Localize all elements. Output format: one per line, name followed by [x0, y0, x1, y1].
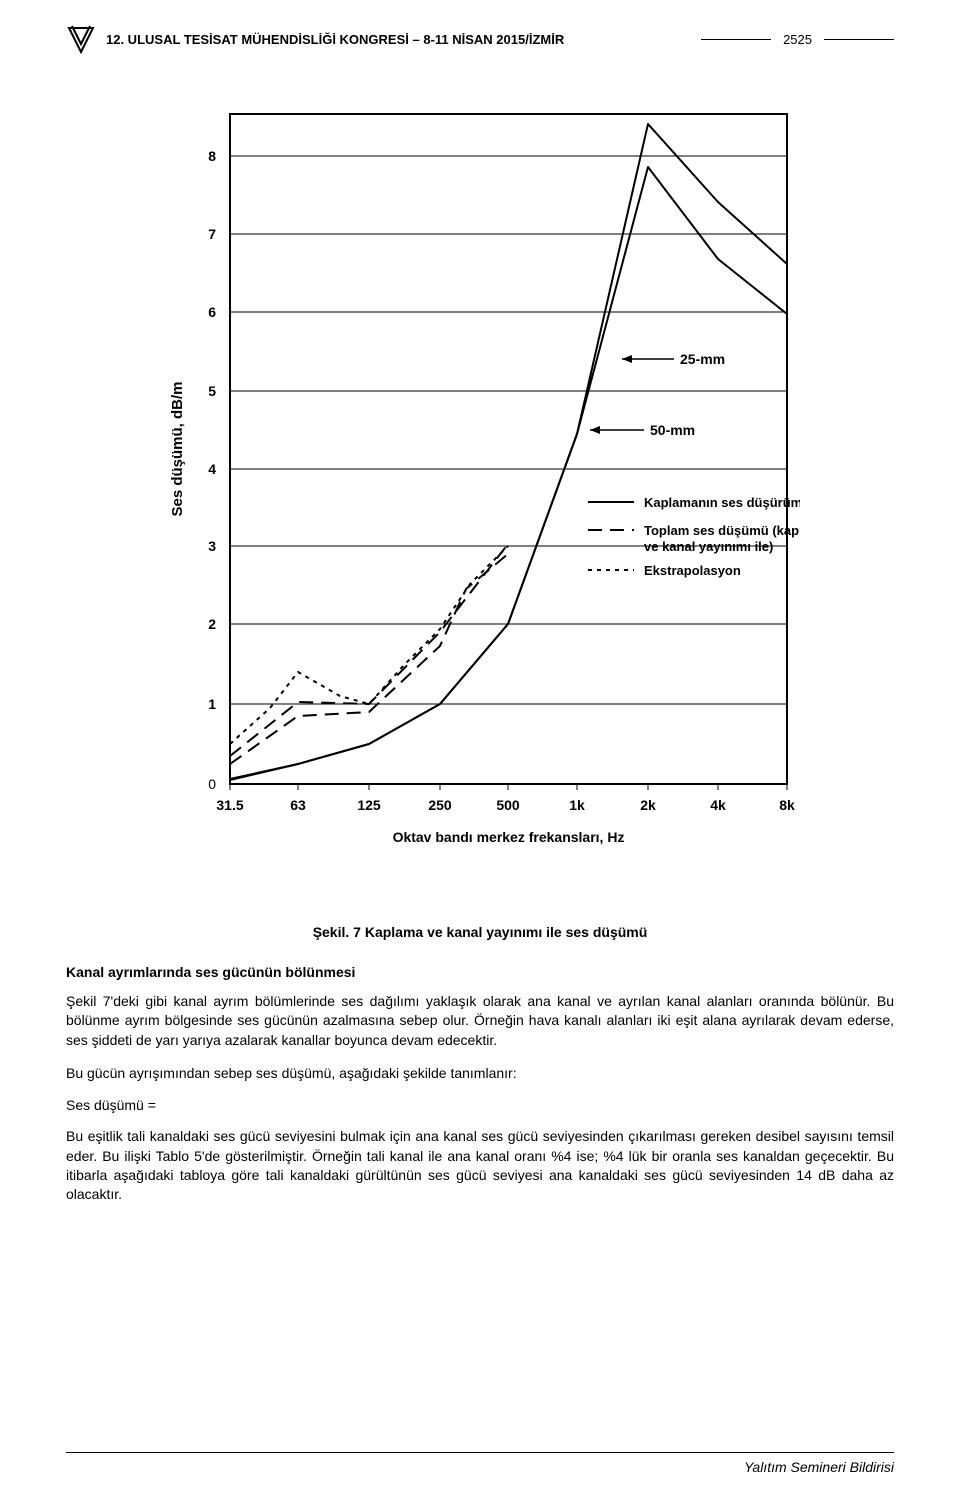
- svg-text:Toplam ses düşümü (kaplama: Toplam ses düşümü (kaplama: [644, 523, 800, 538]
- svg-text:2k: 2k: [640, 797, 656, 813]
- svg-text:50-mm: 50-mm: [650, 422, 695, 438]
- svg-text:3: 3: [208, 538, 216, 554]
- svg-text:Ses düşümü, dB/m: Ses düşümü, dB/m: [169, 381, 186, 516]
- page-number: 2525: [783, 32, 812, 47]
- svg-text:Ekstrapolasyon: Ekstrapolasyon: [644, 563, 741, 578]
- svg-text:500: 500: [496, 797, 520, 813]
- figure-caption-bold: Şekil. 7 Kaplama ve kanal yayınımı ile s…: [313, 924, 648, 940]
- chart-svg: 1 2 3 4 5 6 7 8 031.5 63 125 250 500 1k 2k 4k 8k Ses düşü…: [160, 84, 800, 904]
- svg-text:31.5: 31.5: [216, 797, 243, 813]
- svg-text:4: 4: [208, 461, 216, 477]
- page-number-block: 2525: [701, 32, 894, 47]
- figure-caption: Şekil. 7 Kaplama ve kanal yayınımı ile s…: [66, 924, 894, 940]
- paragraph-3: Bu eşitlik tali kanaldaki ses gücü seviy…: [66, 1127, 894, 1204]
- svg-text:2: 2: [208, 616, 216, 632]
- svg-text:5: 5: [208, 383, 216, 399]
- page-header: 12. ULUSAL TESİSAT MÜHENDİSLİĞİ KONGRESİ…: [66, 24, 894, 54]
- footer-text: Yalıtım Semineri Bildirisi: [66, 1459, 894, 1475]
- paragraph-1: Şekil 7'deki gibi kanal ayrım bölümlerin…: [66, 992, 894, 1050]
- logo-icon: [66, 24, 96, 54]
- svg-text:250: 250: [428, 797, 452, 813]
- page-footer: Yalıtım Semineri Bildirisi: [66, 1452, 894, 1475]
- svg-text:Oktav bandı merkez frekansları: Oktav bandı merkez frekansları, Hz: [393, 829, 625, 845]
- chart-area: 1 2 3 4 5 6 7 8 031.5 63 125 250 500 1k 2k 4k 8k Ses düşü…: [160, 84, 800, 904]
- svg-text:1k: 1k: [569, 797, 585, 813]
- svg-text:4k: 4k: [710, 797, 726, 813]
- svg-text:25-mm: 25-mm: [680, 351, 725, 367]
- conference-title: 12. ULUSAL TESİSAT MÜHENDİSLİĞİ KONGRESİ…: [106, 32, 673, 47]
- footer-rule: [66, 1452, 894, 1453]
- svg-text:125: 125: [357, 797, 381, 813]
- equation-line: Ses düşümü =: [66, 1097, 894, 1113]
- svg-text:0: 0: [208, 776, 216, 792]
- svg-text:ve kanal yayınımı ile): ve kanal yayınımı ile): [644, 539, 773, 554]
- paragraph-2: Bu gücün ayrışımından sebep ses düşümü, …: [66, 1064, 894, 1083]
- svg-text:7: 7: [208, 226, 216, 242]
- svg-text:63: 63: [290, 797, 306, 813]
- rule-left: [701, 39, 771, 40]
- section-title: Kanal ayrımlarında ses gücünün bölünmesi: [66, 964, 894, 980]
- svg-text:1: 1: [208, 696, 216, 712]
- svg-text:8: 8: [208, 148, 216, 164]
- rule-right: [824, 39, 894, 40]
- svg-text:6: 6: [208, 304, 216, 320]
- svg-text:8k: 8k: [779, 797, 795, 813]
- svg-text:Kaplamanın ses düşürümü: Kaplamanın ses düşürümü: [644, 495, 800, 510]
